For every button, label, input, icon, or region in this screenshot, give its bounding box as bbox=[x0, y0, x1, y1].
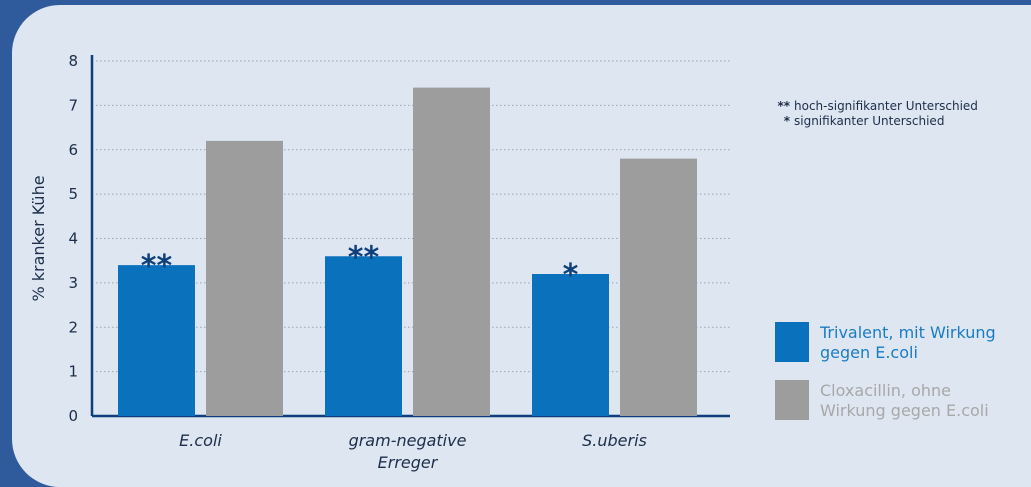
x-tick-label: S.uberis bbox=[582, 431, 647, 450]
y-tick-label: 0 bbox=[68, 407, 78, 425]
note-text: signifikanter Unterschied bbox=[794, 114, 944, 128]
x-tick-label: E.coli bbox=[179, 431, 222, 450]
significance-marker: ** bbox=[141, 249, 173, 284]
bar bbox=[206, 140, 283, 416]
y-tick-label: 2 bbox=[68, 318, 78, 336]
y-tick-label: 5 bbox=[68, 185, 78, 203]
note-text: hoch-signifikanter Unterschied bbox=[794, 99, 978, 113]
y-tick-label: 8 bbox=[68, 52, 78, 70]
x-tick-label: gram-negative bbox=[349, 431, 467, 450]
bar bbox=[532, 274, 609, 416]
y-tick-label: 3 bbox=[68, 274, 78, 292]
y-tick-label: 1 bbox=[68, 363, 78, 381]
x-tick-label: Erreger bbox=[378, 453, 439, 472]
note-marker: * bbox=[784, 114, 791, 128]
legend-label: Cloxacillin, ohne bbox=[820, 381, 951, 400]
significance-marker: * bbox=[563, 258, 579, 293]
bar bbox=[118, 265, 195, 416]
y-tick-label: 7 bbox=[68, 96, 78, 114]
bar bbox=[620, 158, 697, 416]
legend-swatch bbox=[775, 380, 809, 420]
note-marker: ** bbox=[777, 99, 790, 113]
y-axis-label: % kranker Kühe bbox=[29, 175, 48, 301]
legend-swatch bbox=[775, 322, 809, 362]
legend-label: gegen E.coli bbox=[820, 343, 918, 362]
significance-marker: ** bbox=[348, 240, 380, 275]
legend-label: Wirkung gegen E.coli bbox=[820, 401, 989, 420]
legend-label: Trivalent, mit Wirkung bbox=[819, 323, 996, 342]
y-tick-label: 6 bbox=[68, 141, 78, 159]
y-tick-label: 4 bbox=[68, 230, 78, 248]
bar bbox=[325, 256, 402, 416]
bar bbox=[413, 87, 490, 416]
